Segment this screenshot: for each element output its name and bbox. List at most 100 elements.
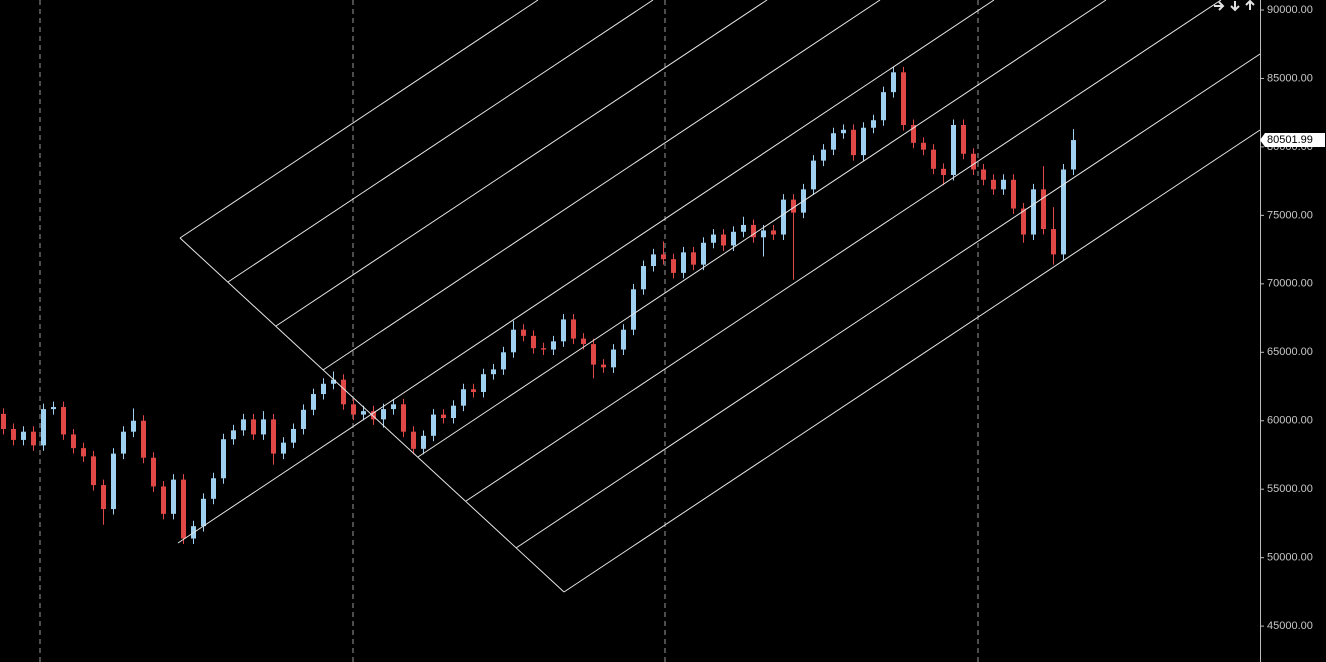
icon-down[interactable] <box>1230 1 1240 12</box>
fan-line <box>563 129 1261 593</box>
candle-body <box>21 431 26 440</box>
candle-body <box>401 404 406 432</box>
candle-body <box>981 169 986 180</box>
y-tick-label: 60000.00 <box>1267 415 1313 427</box>
candle-body <box>781 199 786 235</box>
candle-body <box>61 407 66 435</box>
y-tick-label: 85000.00 <box>1267 72 1313 84</box>
candle-body <box>931 149 936 169</box>
candle-body <box>691 252 696 265</box>
candle-body <box>131 420 136 432</box>
candle-body <box>101 485 106 510</box>
candle-body <box>291 428 296 443</box>
candle-body <box>271 419 276 454</box>
candle-body <box>501 352 506 370</box>
candle-body <box>851 129 856 156</box>
candle-body <box>311 394 316 410</box>
candle-body <box>211 478 216 499</box>
candle-body <box>511 329 516 353</box>
fan-line <box>227 0 654 283</box>
candle-body <box>1041 189 1046 230</box>
y-tick-label: 75000.00 <box>1267 209 1313 221</box>
candle-body <box>591 344 596 365</box>
fan-line <box>179 0 539 239</box>
candle-body <box>341 379 346 405</box>
candle-body <box>631 289 636 330</box>
candle-body <box>791 199 796 213</box>
candle-body <box>541 348 546 350</box>
candle-body <box>141 420 146 458</box>
candle-body <box>81 448 86 457</box>
candle-body <box>521 329 526 336</box>
candle-body <box>881 92 886 121</box>
candle-body <box>241 419 246 431</box>
candle-body <box>1011 179 1016 209</box>
candle-body <box>921 142 926 150</box>
fan-line <box>515 53 1261 549</box>
fan-line <box>417 0 1107 458</box>
candle-body <box>121 431 126 454</box>
candle-body <box>641 266 646 290</box>
candle-body <box>911 125 916 143</box>
candle-body <box>901 72 906 126</box>
y-tick-label: 90000.00 <box>1267 4 1313 16</box>
vertical-grid <box>39 0 979 662</box>
candle-body <box>1061 169 1066 255</box>
candle-body <box>611 349 616 368</box>
candle-body <box>481 374 486 392</box>
candle-body <box>771 230 776 235</box>
candle-body <box>111 453 116 510</box>
candle-body <box>891 72 896 93</box>
candle-body <box>961 125 966 154</box>
candle-body <box>261 419 266 435</box>
candle-body <box>51 407 56 410</box>
candle-body <box>991 179 996 190</box>
candle-body <box>811 160 816 190</box>
candle-body <box>871 120 876 128</box>
candle-body <box>741 224 746 232</box>
candle-body <box>11 428 16 440</box>
candle-body <box>431 414 436 436</box>
candle-body <box>971 153 976 170</box>
candle-body <box>651 254 656 267</box>
candle-body <box>461 389 466 406</box>
candle-body <box>361 411 366 415</box>
candle-body <box>531 335 536 349</box>
candle-body <box>951 125 956 175</box>
toolbar-icons[interactable] <box>1214 0 1255 12</box>
candle-body <box>661 254 666 260</box>
candle-body <box>151 457 156 487</box>
candle-body <box>251 419 256 435</box>
candles <box>1 66 1076 544</box>
candle-body <box>381 409 386 420</box>
candle-body <box>701 242 706 265</box>
candle-body <box>31 431 36 446</box>
candle-body <box>761 230 766 238</box>
candle-body <box>721 234 726 246</box>
y-tick-label: 45000.00 <box>1267 620 1313 632</box>
candle-body <box>731 231 736 246</box>
candle-body <box>321 383 326 395</box>
icon-up[interactable] <box>1245 0 1255 10</box>
candle-body <box>181 479 186 539</box>
fan-line <box>177 0 995 544</box>
candle-body <box>41 409 46 446</box>
candle-body <box>301 409 306 429</box>
candle-body <box>941 168 946 175</box>
price-pointer <box>1260 133 1325 148</box>
candle-body <box>391 404 396 410</box>
candle-body <box>411 431 416 449</box>
candle-body <box>221 439 226 479</box>
y-axis: 45000.00 50000.00 55000.00 60000.00 65000.00… <box>1260 4 1325 632</box>
candle-body <box>621 329 626 350</box>
fan-line <box>465 0 1222 502</box>
candle-body <box>441 414 446 419</box>
candle-body <box>1 413 6 429</box>
icon-right[interactable] <box>1214 1 1225 11</box>
candle-body <box>1021 208 1026 235</box>
candle-body <box>201 498 206 527</box>
candle-body <box>161 486 166 514</box>
fan-base <box>179 237 565 593</box>
candle-body <box>331 379 336 384</box>
